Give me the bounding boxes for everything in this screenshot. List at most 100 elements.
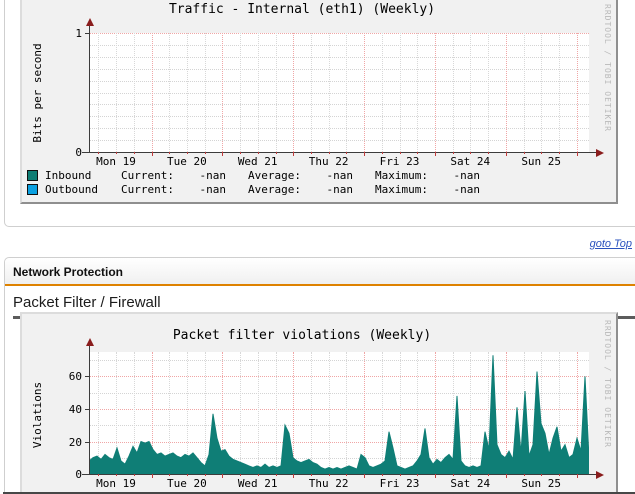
legend-stat-value: -nan bbox=[453, 182, 480, 196]
x-axis-arrow-icon bbox=[596, 149, 604, 157]
x-axis-tick bbox=[558, 152, 560, 154]
x-axis-line bbox=[82, 152, 596, 153]
gridline-minor bbox=[452, 33, 454, 152]
y-axis-line bbox=[89, 25, 90, 152]
x-axis-tick bbox=[470, 152, 472, 154]
gridline-minor bbox=[558, 33, 560, 152]
gridline-day-major bbox=[151, 33, 153, 152]
gridline-day-major bbox=[576, 33, 578, 152]
x-tick-label: Mon 19 bbox=[96, 477, 136, 490]
gridline-minor bbox=[275, 33, 277, 152]
graph-title: Traffic - Internal (eth1) (Weekly) bbox=[168, 2, 436, 17]
gridline-day-major bbox=[364, 352, 365, 474]
gridline-minor bbox=[417, 352, 419, 474]
x-axis-tick bbox=[133, 474, 135, 476]
x-tick-label: Fri 23 bbox=[379, 477, 420, 490]
gridline-minor bbox=[89, 360, 589, 362]
legend-stat-label: Current: bbox=[121, 168, 174, 182]
gridline-minor bbox=[470, 352, 472, 474]
gridline-minor bbox=[98, 33, 100, 152]
x-axis-tick bbox=[116, 474, 117, 476]
y-axis-label: Bits per second bbox=[31, 43, 44, 143]
x-axis-tick bbox=[470, 474, 472, 476]
x-axis-tick bbox=[488, 152, 489, 154]
legend-stat-value: -nan bbox=[199, 182, 226, 196]
rrdtool-watermark: RRDTOOL / TOBI OETIKER bbox=[603, 320, 612, 448]
x-axis-tick bbox=[399, 152, 401, 154]
gridline-minor bbox=[89, 56, 589, 58]
x-axis-tick bbox=[417, 152, 419, 154]
gridline-minor bbox=[558, 352, 560, 474]
packet-filter-violations-weekly-graph[interactable]: Packet filter violations (Weekly) Violat… bbox=[20, 312, 618, 494]
x-tick-label: Tue 20 bbox=[167, 155, 207, 168]
gridline-minor bbox=[346, 352, 348, 474]
gridline-minor bbox=[399, 33, 401, 152]
legend-series-name: Inbound bbox=[45, 168, 92, 182]
x-axis-tick bbox=[523, 474, 525, 476]
x-axis-tick bbox=[293, 474, 295, 478]
x-axis-tick bbox=[576, 152, 578, 156]
gridline-minor bbox=[89, 140, 589, 142]
gridline-day-major bbox=[222, 33, 224, 152]
goto-top-row: goto Top bbox=[590, 238, 632, 250]
gridline-minor bbox=[328, 352, 330, 474]
gridline-minor bbox=[204, 33, 206, 152]
x-axis-tick bbox=[505, 474, 507, 478]
gridline-minor bbox=[240, 352, 241, 474]
gridline-minor bbox=[89, 80, 589, 82]
outbound-swatch-icon bbox=[27, 183, 38, 195]
x-axis-tick bbox=[257, 474, 259, 476]
x-axis-tick bbox=[417, 474, 419, 476]
gridline-day-major bbox=[576, 352, 578, 474]
gridline-major bbox=[89, 441, 589, 443]
x-axis-tick bbox=[151, 152, 153, 156]
gridline-minor bbox=[133, 33, 135, 152]
legend-stat-label: Current: bbox=[121, 182, 174, 196]
gridline-minor bbox=[452, 352, 454, 474]
x-tick-label: Sun 25 bbox=[521, 155, 562, 168]
x-axis-tick bbox=[98, 152, 100, 154]
y-axis-tick bbox=[85, 441, 89, 443]
gridline-minor bbox=[89, 457, 589, 459]
graph-legend: Inbound Current: -nan Average: -nan Maxi… bbox=[27, 168, 502, 196]
y-tick-label: 0 bbox=[75, 468, 82, 481]
x-axis-tick bbox=[346, 152, 348, 154]
plot-area bbox=[89, 33, 589, 152]
x-axis-tick bbox=[222, 152, 224, 156]
gridline-minor bbox=[98, 352, 100, 474]
x-axis-arrow-icon bbox=[596, 471, 604, 479]
gridline-minor bbox=[89, 68, 589, 70]
x-axis-tick bbox=[381, 152, 383, 154]
x-tick-label: Wed 21 bbox=[237, 477, 278, 490]
x-axis-tick bbox=[346, 474, 348, 476]
gridline-minor bbox=[116, 33, 117, 152]
traffic-internal-weekly-graph[interactable]: Traffic - Internal (eth1) (Weekly) Bits … bbox=[20, 0, 618, 204]
x-axis-tick bbox=[399, 474, 401, 476]
inbound-swatch-icon bbox=[27, 169, 38, 181]
gridline-day-major bbox=[434, 33, 436, 152]
gridline-minor bbox=[257, 352, 259, 474]
x-axis-tick bbox=[452, 152, 454, 154]
bottom-edge-divider bbox=[3, 492, 635, 494]
gridline-minor bbox=[89, 425, 589, 427]
x-axis-tick bbox=[505, 152, 507, 156]
gridline-minor bbox=[116, 352, 117, 474]
x-tick-label: Sun 25 bbox=[521, 477, 562, 490]
gridline-minor bbox=[541, 33, 543, 152]
gridline-minor bbox=[310, 33, 312, 152]
y-axis-arrow-icon bbox=[86, 18, 94, 26]
goto-top-link[interactable]: goto Top bbox=[589, 238, 632, 250]
x-axis-tick bbox=[133, 152, 135, 154]
plot-area bbox=[89, 352, 589, 474]
gridline-minor bbox=[488, 352, 489, 474]
gridline-minor bbox=[257, 33, 259, 152]
x-axis-tick bbox=[488, 474, 489, 476]
section-header: Network Protection bbox=[5, 258, 635, 286]
y-axis-tick bbox=[85, 408, 89, 410]
y-tick-label: 20 bbox=[68, 435, 82, 449]
gridline-minor bbox=[470, 33, 472, 152]
legend-stat-value: -nan bbox=[326, 168, 353, 182]
x-axis-tick bbox=[558, 474, 560, 476]
legend-stat-value: -nan bbox=[199, 168, 226, 182]
